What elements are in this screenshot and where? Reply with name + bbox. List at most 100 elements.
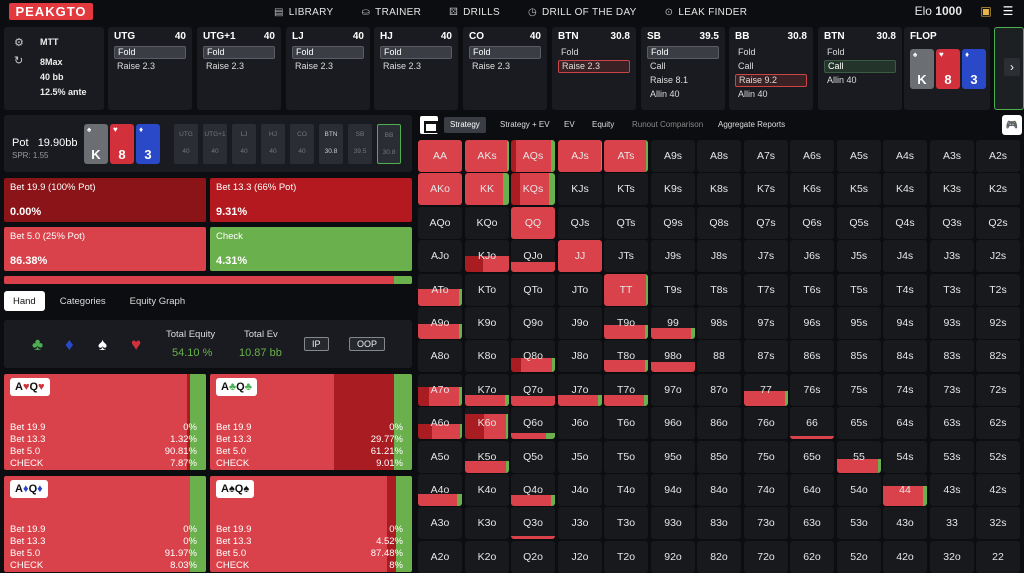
hand-cell-kto[interactable]: KTo xyxy=(465,274,509,306)
combo-adqd[interactable]: A♦Q♦ Bet 19.9 0% Bet 13.3 0% Bet 5.0 91.97% CHE… xyxy=(4,476,206,572)
club-icon[interactable]: ♣ xyxy=(32,335,44,354)
seat-utgp1[interactable]: UTG+1 40 xyxy=(203,124,227,164)
hand-cell-k3s[interactable]: K3s xyxy=(930,173,974,205)
nav-library[interactable]: ▤ LIBRARY xyxy=(260,0,347,24)
hand-cell-22[interactable]: 22 xyxy=(976,541,1020,573)
hand-cell-t9o[interactable]: T9o xyxy=(604,307,648,339)
tab-categories[interactable]: Categories xyxy=(59,295,106,307)
hand-cell-kjs[interactable]: KJs xyxy=(558,173,602,205)
hand-cell-t5o[interactable]: T5o xyxy=(604,441,648,473)
hand-cell-93s[interactable]: 93s xyxy=(930,307,974,339)
action-option-fold[interactable]: Fold xyxy=(380,46,452,59)
hand-cell-94o[interactable]: 94o xyxy=(651,474,695,506)
hand-cell-98s[interactable]: 98s xyxy=(697,307,741,339)
hand-cell-75o[interactable]: 75o xyxy=(744,441,788,473)
hand-cell-q9s[interactable]: Q9s xyxy=(651,207,695,239)
hand-cell-q8s[interactable]: Q8s xyxy=(697,207,741,239)
hand-cell-82o[interactable]: 82o xyxy=(697,541,741,573)
hand-cell-k4o[interactable]: K4o xyxy=(465,474,509,506)
hand-cell-j7s[interactable]: J7s xyxy=(744,240,788,272)
hand-cell-a9o[interactable]: A9o xyxy=(418,307,462,339)
hand-cell-aqo[interactable]: AQo xyxy=(418,207,462,239)
hand-cell-72o[interactable]: 72o xyxy=(744,541,788,573)
hand-cell-qts[interactable]: QTs xyxy=(604,207,648,239)
hand-cell-74o[interactable]: 74o xyxy=(744,474,788,506)
action-option-fold[interactable]: Fold xyxy=(561,47,579,57)
hand-cell-k5o[interactable]: K5o xyxy=(465,441,509,473)
position-card-utg[interactable]: UTG 40 Fold Raise 2.3 xyxy=(108,27,192,110)
seat-utg[interactable]: UTG 40 xyxy=(174,124,198,164)
hand-cell-85o[interactable]: 85o xyxy=(697,441,741,473)
hand-cell-k2s[interactable]: K2s xyxy=(976,173,1020,205)
hand-cell-84s[interactable]: 84s xyxy=(883,340,927,372)
hand-cell-42o[interactable]: 42o xyxy=(883,541,927,573)
hand-cell-aa[interactable]: AA xyxy=(418,140,462,172)
hand-cell-t5s[interactable]: T5s xyxy=(837,274,881,306)
hand-cell-kqo[interactable]: KQo xyxy=(465,207,509,239)
hand-cell-76s[interactable]: 76s xyxy=(790,374,834,406)
hand-cell-j8o[interactable]: J8o xyxy=(558,340,602,372)
hand-cell-63o[interactable]: 63o xyxy=(790,507,834,539)
position-card-sb[interactable]: SB 39.5 Fold Call Raise 8.1 Allin 40 xyxy=(641,27,725,110)
position-card-bb[interactable]: BB 30.8 Fold Call Raise 9.2 Allin 40 xyxy=(729,27,813,110)
tab-equity-graph[interactable]: Equity Graph xyxy=(129,295,186,307)
hand-cell-97s[interactable]: 97s xyxy=(744,307,788,339)
action-option-fold[interactable]: Fold xyxy=(114,46,186,59)
hand-cell-q7o[interactable]: Q7o xyxy=(511,374,555,406)
seat-btn[interactable]: BTN 30.8 xyxy=(319,124,343,164)
gamepad-icon[interactable]: 🎮 xyxy=(1002,115,1022,135)
hand-cell-q5s[interactable]: Q5s xyxy=(837,207,881,239)
hand-cell-k8s[interactable]: K8s xyxy=(697,173,741,205)
hand-cell-74s[interactable]: 74s xyxy=(883,374,927,406)
hand-cell-t3s[interactable]: T3s xyxy=(930,274,974,306)
hand-cell-k6s[interactable]: K6s xyxy=(790,173,834,205)
hand-cell-tt[interactable]: TT xyxy=(604,274,648,306)
hand-cell-kqs[interactable]: KQs xyxy=(511,173,555,205)
spade-icon[interactable]: ♠ xyxy=(98,335,108,354)
hand-cell-j4s[interactable]: J4s xyxy=(883,240,927,272)
hand-cell-93o[interactable]: 93o xyxy=(651,507,695,539)
hand-cell-t8s[interactable]: T8s xyxy=(697,274,741,306)
hand-cell-q2s[interactable]: Q2s xyxy=(976,207,1020,239)
hand-cell-k7s[interactable]: K7s xyxy=(744,173,788,205)
action-option-raise-2-3[interactable]: Raise 2.3 xyxy=(117,61,156,71)
hand-cell-k5s[interactable]: K5s xyxy=(837,173,881,205)
hand-cell-86o[interactable]: 86o xyxy=(697,407,741,439)
hand-cell-j6o[interactable]: J6o xyxy=(558,407,602,439)
hand-cell-73o[interactable]: 73o xyxy=(744,507,788,539)
position-card-btn[interactable]: BTN 30.8 Fold Raise 2.3 xyxy=(552,27,636,110)
hand-cell-q5o[interactable]: Q5o xyxy=(511,441,555,473)
combo-asqs[interactable]: A♠Q♠ Bet 19.9 0% Bet 13.3 4.52% Bet 5.0 87.48%… xyxy=(210,476,412,572)
action-option-raise-2-3[interactable]: Raise 2.3 xyxy=(558,60,630,73)
oop-button[interactable]: OOP xyxy=(349,337,386,351)
action-option-call[interactable]: Call xyxy=(824,60,896,73)
hand-cell-j9o[interactable]: J9o xyxy=(558,307,602,339)
hand-cell-32o[interactable]: 32o xyxy=(930,541,974,573)
hand-cell-62s[interactable]: 62s xyxy=(976,407,1020,439)
action-option-raise-9-2[interactable]: Raise 9.2 xyxy=(735,74,807,87)
hand-cell-83s[interactable]: 83s xyxy=(930,340,974,372)
hand-cell-87o[interactable]: 87o xyxy=(697,374,741,406)
action-tile-check[interactable]: Check 4.31% xyxy=(210,227,412,271)
hand-cell-75s[interactable]: 75s xyxy=(837,374,881,406)
grid-tab-runout-comparison[interactable]: Runout Comparison xyxy=(632,120,704,129)
action-option-fold[interactable]: Fold xyxy=(647,46,719,59)
action-option-allin-40[interactable]: Allin 40 xyxy=(650,89,680,99)
hand-cell-q6s[interactable]: Q6s xyxy=(790,207,834,239)
hand-cell-44[interactable]: 44 xyxy=(883,474,927,506)
hand-cell-a6s[interactable]: A6s xyxy=(790,140,834,172)
hand-cell-ats[interactable]: ATs xyxy=(604,140,648,172)
grid-tab-strategy[interactable]: Strategy xyxy=(444,117,486,133)
hand-cell-ako[interactable]: AKo xyxy=(418,173,462,205)
hand-cell-96o[interactable]: 96o xyxy=(651,407,695,439)
hand-cell-aqs[interactable]: AQs xyxy=(511,140,555,172)
hand-cell-q6o[interactable]: Q6o xyxy=(511,407,555,439)
hand-cell-t4s[interactable]: T4s xyxy=(883,274,927,306)
nav-trainer[interactable]: ⛀ TRAINER xyxy=(347,0,435,24)
hand-cell-j6s[interactable]: J6s xyxy=(790,240,834,272)
hand-cell-55[interactable]: 55 xyxy=(837,441,881,473)
tab-hand[interactable]: Hand xyxy=(4,291,45,311)
hand-cell-84o[interactable]: 84o xyxy=(697,474,741,506)
hand-cell-q2o[interactable]: Q2o xyxy=(511,541,555,573)
hand-cell-53o[interactable]: 53o xyxy=(837,507,881,539)
